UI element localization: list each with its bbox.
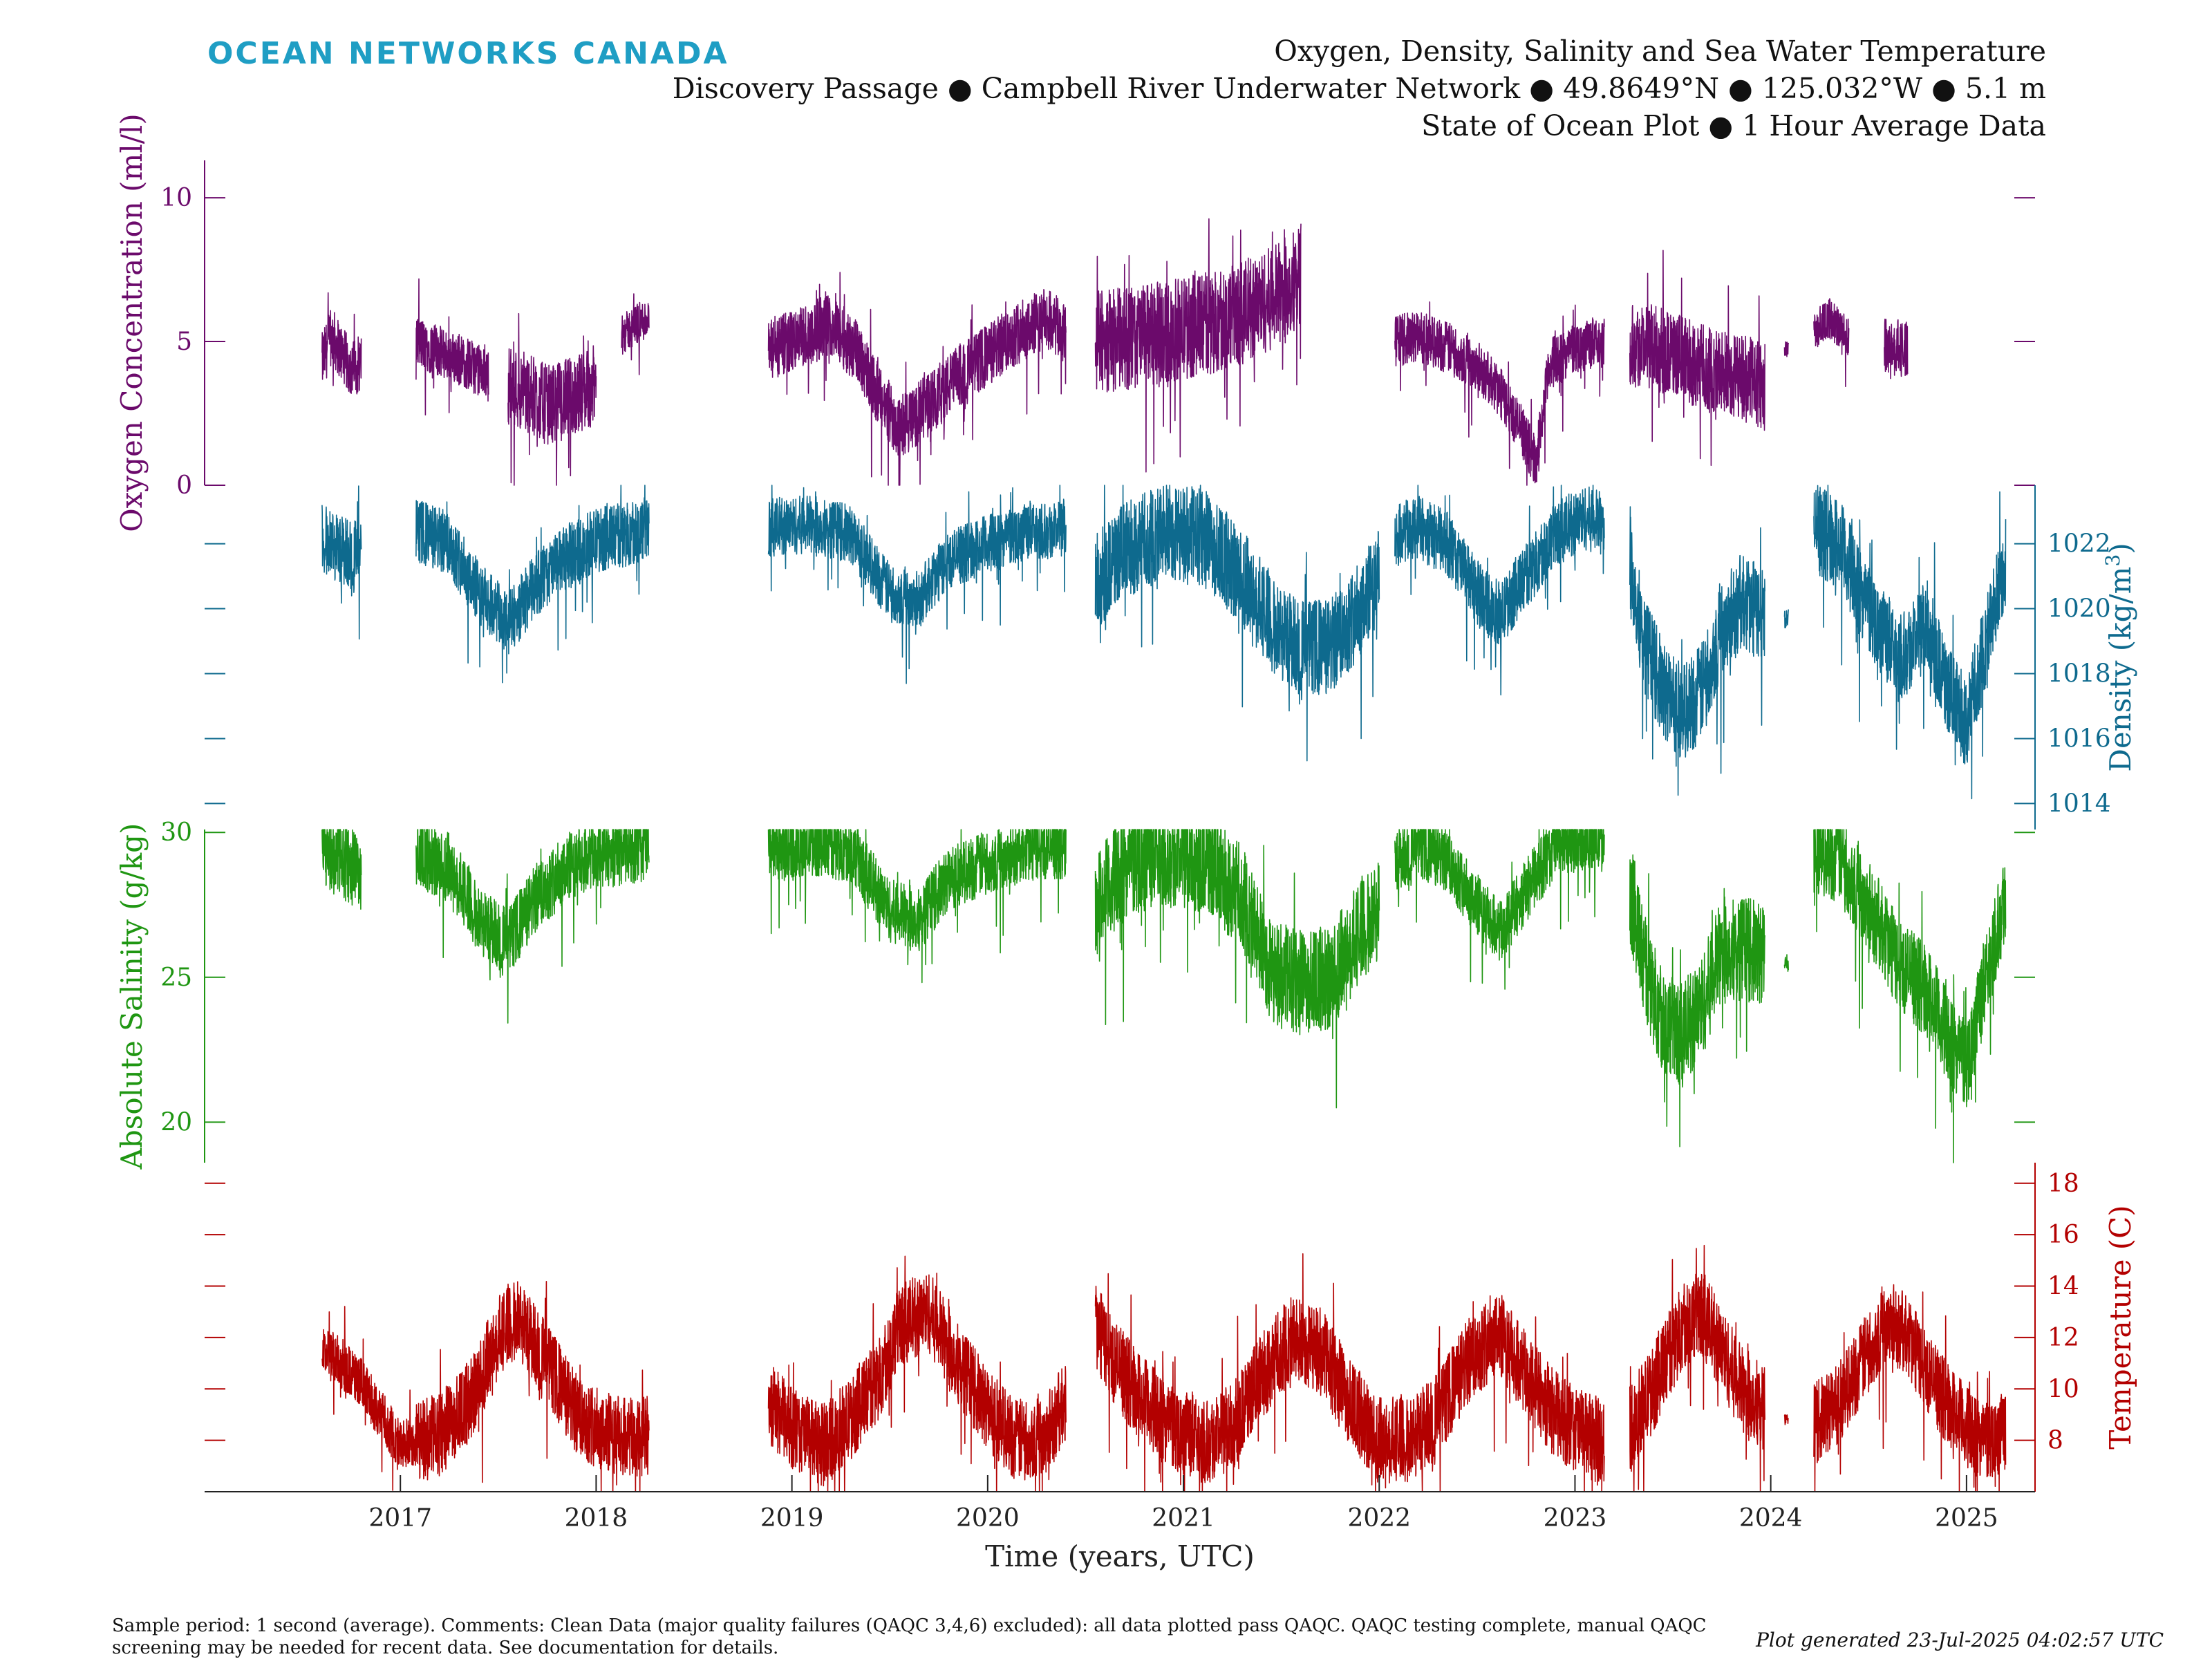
series-trace-0-1 [415, 278, 489, 415]
y-axis-label-0: Oxygen Concentration (ml/l) [115, 113, 149, 532]
series-trace-0-0 [321, 292, 362, 395]
series-trace-3-5 [1783, 1414, 1789, 1425]
series-trace-1-6 [1783, 609, 1789, 628]
y-tick-label-3-3: 14 [2047, 1273, 2079, 1301]
y-tick-label-1-0: 1014 [2047, 789, 2111, 818]
y-tick-label-0-2: 10 [160, 184, 192, 212]
y-tick-label-3-2: 12 [2047, 1324, 2079, 1352]
series-trace-0-5 [1094, 218, 1302, 473]
y-tick-label-3-4: 16 [2047, 1221, 2079, 1249]
y-tick-label-1-4: 1022 [2047, 530, 2111, 559]
series-trace-0-6 [1394, 301, 1605, 486]
y-tick-label-1-1: 1016 [2047, 724, 2111, 753]
series-trace-2-6 [1783, 954, 1789, 972]
y-axis-label-2: Absolute Salinity (g/kg) [115, 823, 149, 1170]
y-tick-label-2-0: 20 [160, 1108, 192, 1136]
x-tick-label-1: 2018 [565, 1504, 628, 1533]
y-tick-label-2-1: 25 [160, 964, 192, 992]
x-axis-label: Time (years, UTC) [985, 1539, 1255, 1573]
series-trace-1-5 [1629, 506, 1765, 796]
chart-title: Oxygen, Density, Salinity and Sea Water … [1274, 35, 2046, 68]
series-trace-1-4 [1394, 485, 1605, 695]
y-tick-label-0-0: 0 [176, 471, 192, 500]
y-tick-label-0-1: 5 [176, 328, 192, 356]
series-trace-3-6 [1813, 1284, 2007, 1492]
series-trace-2-3 [1094, 829, 1380, 1109]
series-trace-1-3 [1094, 485, 1380, 762]
y-tick-label-2-2: 30 [160, 818, 192, 847]
series-trace-3-1 [415, 1281, 650, 1492]
series-trace-1-7 [1813, 485, 2007, 800]
series-trace-0-3 [621, 293, 650, 375]
y-tick-label-3-0: 8 [2047, 1427, 2063, 1455]
series-trace-0-9 [1813, 298, 1850, 387]
series-trace-0-7 [1629, 250, 1765, 466]
y-tick-label-1-2: 1018 [2047, 659, 2111, 688]
series-trace-0-4 [767, 272, 1067, 486]
series-trace-1-1 [415, 485, 650, 684]
y-axis-label-1: Density (kg/m3) [2101, 543, 2137, 771]
x-tick-label-0: 2017 [368, 1504, 432, 1533]
y-tick-label-3-1: 10 [2047, 1375, 2079, 1403]
series-trace-0-8 [1783, 341, 1789, 357]
chart-subtitle-data-type: State of Ocean Plot ● 1 Hour Average Dat… [1421, 109, 2046, 142]
series-trace-1-0 [321, 485, 362, 640]
x-tick-label-6: 2023 [1544, 1504, 1607, 1533]
series-trace-3-4 [1629, 1244, 1765, 1492]
series-trace-1-2 [767, 485, 1067, 684]
y-tick-label-3-5: 18 [2047, 1170, 2079, 1198]
series-trace-2-1 [415, 829, 650, 1024]
ocean-networks-canada-logo: OCEAN NETWORKS CANADA [207, 36, 729, 71]
series-trace-2-5 [1629, 854, 1765, 1147]
x-tick-label-7: 2024 [1739, 1504, 1803, 1533]
footer-comments: Sample period: 1 second (average). Comme… [112, 1615, 1707, 1658]
series-trace-0-10 [1884, 318, 1909, 379]
series-trace-2-0 [321, 829, 362, 910]
y-tick-label-1-3: 1020 [2047, 595, 2111, 624]
x-tick-label-3: 2020 [956, 1504, 1020, 1533]
x-tick-label-2: 2019 [760, 1504, 824, 1533]
series-trace-3-3 [1094, 1253, 1605, 1492]
x-tick-label-8: 2025 [1935, 1504, 1998, 1533]
series-trace-2-2 [767, 829, 1067, 984]
series-trace-2-7 [1813, 829, 2007, 1163]
series-trace-3-0 [321, 1306, 417, 1491]
chart-subtitle-location: Discovery Passage ● Campbell River Under… [672, 72, 2046, 105]
plot-generated-timestamp: Plot generated 23-Jul-2025 04:02:57 UTC [1756, 1629, 2164, 1651]
series-trace-0-2 [507, 312, 597, 486]
series-trace-2-4 [1394, 829, 1605, 990]
x-tick-label-4: 2021 [1152, 1504, 1215, 1533]
y-axis-label-3: Temperature (C) [2103, 1205, 2137, 1449]
series-trace-3-2 [767, 1255, 1067, 1492]
x-tick-label-5: 2022 [1347, 1504, 1411, 1533]
